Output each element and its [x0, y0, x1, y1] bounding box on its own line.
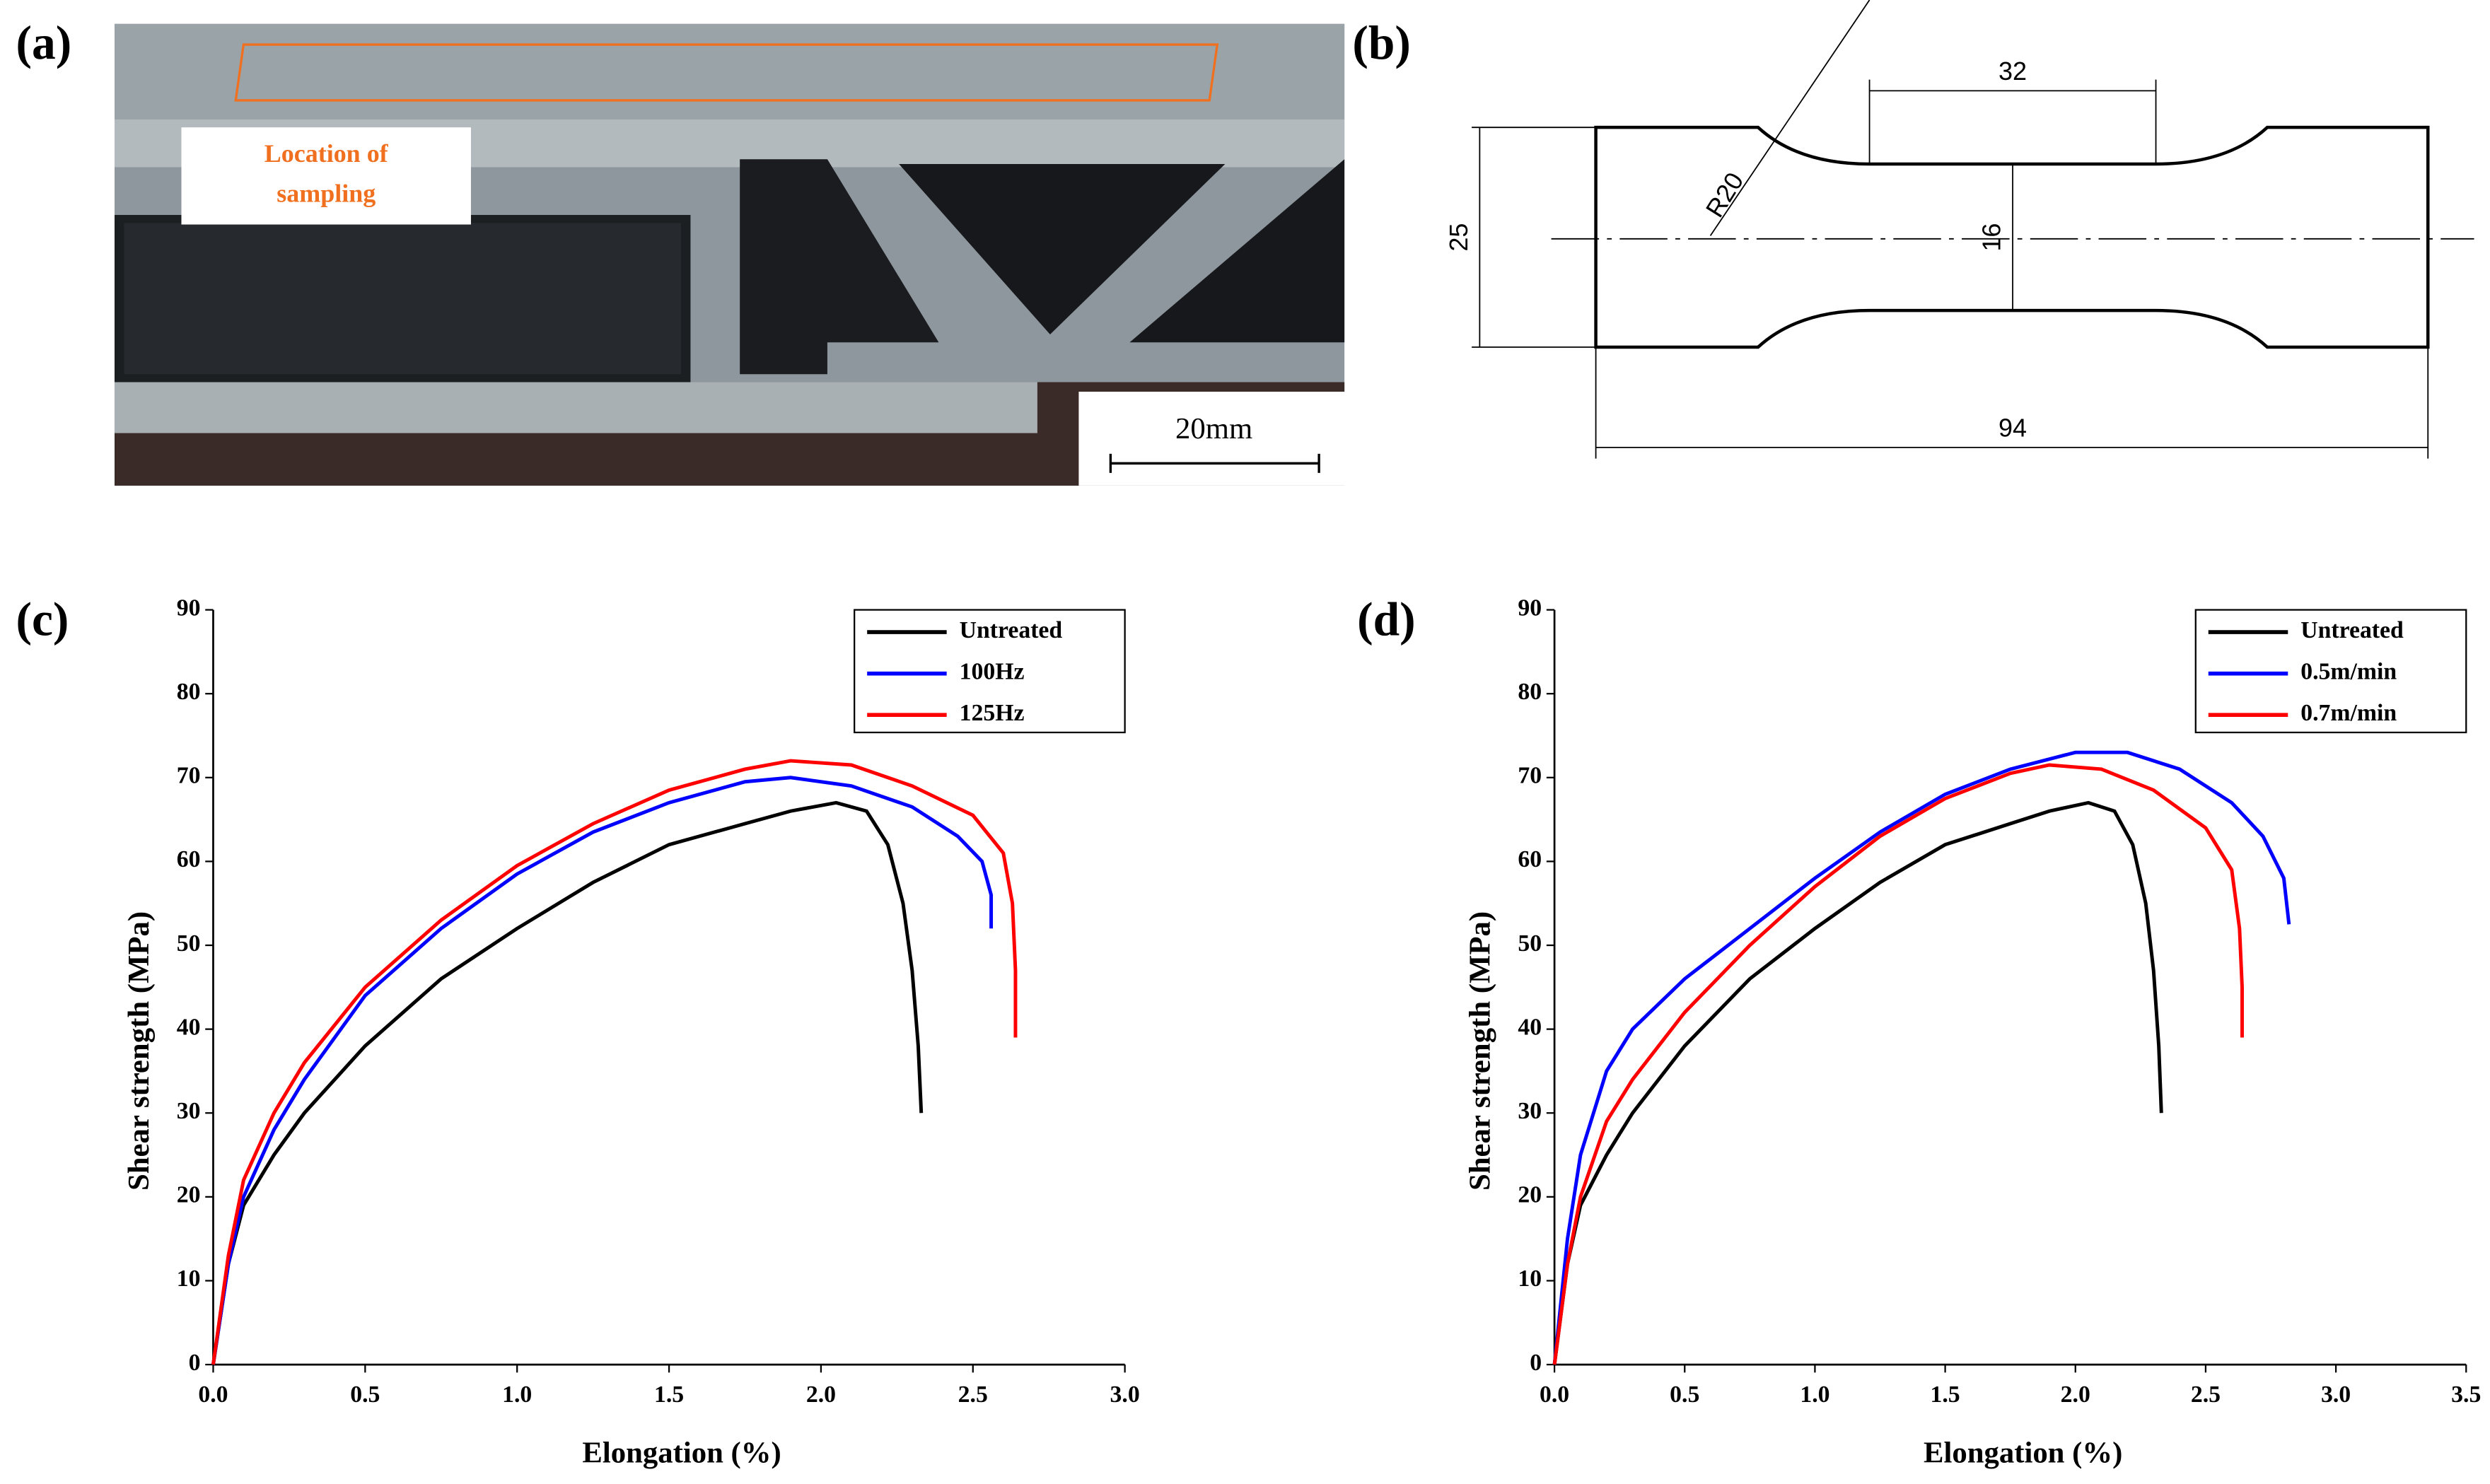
- panel-label: (a): [16, 16, 71, 69]
- y-tick-label: 40: [1518, 1014, 1542, 1040]
- y-tick-label: 10: [1518, 1266, 1542, 1292]
- legend-box: [2194, 609, 2467, 734]
- specimen-drawing: [1472, 0, 2474, 459]
- data-line: [1552, 750, 2291, 1365]
- y-tick-label: 70: [1518, 763, 1542, 789]
- y-tick-label: 80: [177, 679, 201, 705]
- x-tick-label: 0.0: [1540, 1381, 1569, 1408]
- x-tick-label: 3.0: [2321, 1381, 2351, 1408]
- y-tick-label: 30: [177, 1098, 201, 1124]
- y-tick-label: 90: [177, 595, 201, 621]
- y-tick-label: 0: [189, 1350, 201, 1376]
- x-tick-label: 0.5: [1670, 1381, 1699, 1408]
- x-tick-label: 1.0: [1800, 1381, 1829, 1408]
- data-line: [211, 759, 1018, 1365]
- legend-label: Untreated: [960, 617, 1063, 643]
- legend-label: 0.7m/min: [2300, 700, 2397, 726]
- y-tick-label: 50: [1518, 930, 1542, 957]
- x-tick-label: 3.0: [1110, 1381, 1140, 1408]
- y-tick-label: 90: [1518, 595, 1542, 621]
- legend-label: 0.5m/min: [2300, 658, 2397, 684]
- x-tick-label: 1.5: [654, 1381, 684, 1408]
- y-tick-label: 50: [177, 930, 201, 957]
- photo: [114, 23, 1349, 486]
- x-tick-label: 2.5: [958, 1381, 988, 1408]
- panel-label: (b): [1352, 16, 1410, 69]
- y-tick-label: 60: [1518, 846, 1542, 872]
- y-tick-label: 20: [177, 1182, 201, 1208]
- y-tick-label: 10: [177, 1266, 201, 1292]
- dimension: R20: [1700, 168, 1750, 223]
- x-tick-label: 0.5: [350, 1381, 380, 1408]
- panel-label: (c): [16, 592, 69, 645]
- data-line: [211, 800, 924, 1365]
- dimension: 94: [1999, 414, 2027, 443]
- y-axis-label: Shear strength (MPa): [1464, 911, 1497, 1191]
- data-line: [211, 776, 994, 1365]
- x-tick-label: 2.0: [2061, 1381, 2090, 1408]
- x-tick-label: 1.5: [1931, 1381, 1960, 1408]
- annotation: sampling: [277, 179, 376, 207]
- dimension: 25: [1444, 223, 1473, 252]
- x-tick-label: 0.0: [198, 1381, 228, 1408]
- annotation: Location of: [264, 139, 389, 168]
- scale-bar-label: 20mm: [1175, 412, 1252, 445]
- y-tick-label: 80: [1518, 679, 1542, 705]
- y-axis-label: Shear strength (MPa): [122, 911, 156, 1191]
- x-tick-label: 3.5: [2451, 1381, 2481, 1408]
- data-line: [1552, 763, 2244, 1365]
- dimension: 32: [1999, 57, 2027, 86]
- data-line: [1552, 800, 2163, 1365]
- x-tick-label: 2.0: [806, 1381, 836, 1408]
- dimension: 16: [1977, 223, 2006, 252]
- x-tick-label: 1.0: [502, 1381, 532, 1408]
- panel-label: (d): [1357, 592, 1415, 645]
- y-tick-label: 60: [177, 846, 201, 872]
- x-axis-label: Elongation (%): [1924, 1436, 2122, 1469]
- y-tick-label: 40: [177, 1014, 201, 1040]
- y-tick-label: 20: [1518, 1182, 1542, 1208]
- x-tick-label: 2.5: [2191, 1381, 2221, 1408]
- y-tick-label: 70: [177, 763, 201, 789]
- legend-label: Untreated: [2300, 617, 2404, 643]
- y-tick-label: 30: [1518, 1098, 1542, 1124]
- y-tick-label: 0: [1530, 1350, 1542, 1376]
- x-axis-label: Elongation (%): [582, 1436, 781, 1469]
- legend-label: 125Hz: [960, 700, 1025, 726]
- legend-label: 100Hz: [960, 658, 1025, 684]
